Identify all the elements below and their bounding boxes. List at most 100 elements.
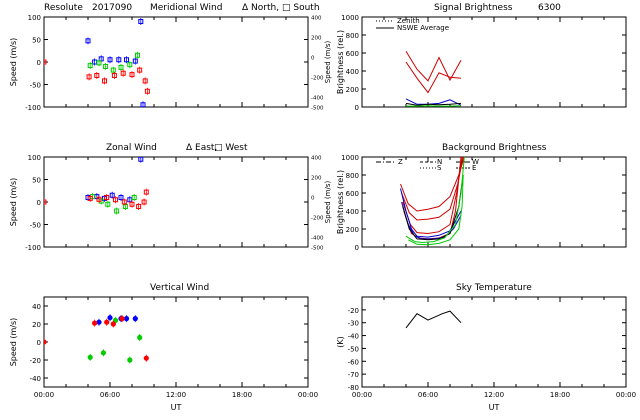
background-legend-n: N	[437, 158, 442, 166]
zonal-point-red	[136, 204, 142, 209]
background-ylabel: Brightness (rel.)	[336, 170, 345, 234]
signal-series-line-blue	[405, 98, 462, 106]
meridional-wind-panel: Meridional Wind Δ North, □ South Speed (…	[9, 3, 332, 112]
background-y-tick-label: 600	[346, 190, 359, 198]
vertical-point-green	[137, 334, 143, 341]
vertical-point-blue	[132, 316, 138, 322]
background-series-line-green-1	[405, 157, 465, 244]
meridional-point-red	[102, 78, 107, 84]
zonal-y-tick-label: 100	[28, 154, 41, 162]
background-y-tick-label: 0	[355, 244, 359, 252]
skytemp-x-tick-label: 00:00	[352, 391, 372, 399]
zonal-y2-tick-label: -200	[311, 216, 324, 222]
skytemp-x-tick-label: 00:00	[616, 391, 636, 399]
vertical-point-blue	[96, 319, 102, 325]
skytemp-y-tick-label: -60	[348, 358, 359, 366]
meridional-point-green	[127, 62, 133, 68]
meridional-point-blue	[140, 102, 146, 107]
zonal-y2label: Speed (m/s)	[324, 181, 332, 224]
signal-series-group	[405, 50, 462, 107]
zonal-y2-tick-label: 0	[311, 196, 315, 202]
meridional-point-red	[111, 73, 117, 78]
vertical-point-red	[92, 320, 98, 326]
meridional-point-green	[118, 64, 124, 70]
zonal-legend-west: □ West	[214, 143, 248, 153]
signal-legend-average: NSWE Average	[397, 24, 449, 32]
zonal-title: Zonal Wind	[106, 143, 157, 153]
zonal-point-blue	[118, 195, 124, 200]
vertical-point-green	[127, 357, 133, 363]
vertical-x-tick-label: 18:00	[232, 391, 252, 399]
meridional-point-red	[137, 67, 143, 73]
zonal-y2-tick-label: -400	[311, 236, 324, 242]
background-series-line-green-2	[407, 174, 464, 246]
meridional-plot-frame	[43, 16, 309, 108]
zonal-y2-tick-label: 200	[311, 176, 322, 182]
meridional-y2-tick-label: -400	[311, 96, 324, 102]
background-y-tick-label: 200	[346, 226, 359, 234]
zonal-point-red	[121, 199, 127, 205]
date-label: 2017090	[92, 3, 132, 13]
meridional-y2-tick-label: -200	[311, 76, 324, 82]
background-legend-w: W	[472, 158, 479, 166]
zonal-point-red	[141, 199, 147, 205]
vertical-series-group	[44, 314, 149, 364]
meridional-point-blue	[124, 57, 129, 63]
vertical-point-red	[119, 316, 125, 322]
vertical-ylabel: Speed (m/s)	[9, 318, 18, 367]
vertical-y-tick-label: 20	[32, 321, 41, 329]
meridional-point-green	[135, 52, 140, 58]
background-legend-s: S	[437, 164, 442, 172]
signal-y-tick-label: 200	[346, 86, 359, 94]
signal-series-line-red-1	[405, 50, 462, 82]
zonal-ylabel: Speed (m/s)	[9, 178, 18, 227]
signal-y-tick-label: 400	[346, 68, 359, 76]
zonal-point-red	[104, 195, 110, 200]
skytemp-y-tick-label: -80	[348, 384, 359, 392]
vertical-point-blue	[107, 315, 113, 321]
skytemp-x-tick-label: 06:00	[418, 391, 438, 399]
vertical-x-tick-label: 00:00	[298, 391, 318, 399]
zonal-point-red	[44, 199, 47, 205]
meridional-y2-tick-label: 0	[311, 56, 315, 62]
skytemp-y-tick-label: -30	[348, 320, 359, 328]
skytemp-y-tick-label: -20	[348, 307, 359, 315]
zonal-point-red	[113, 197, 118, 203]
vertical-point-red	[104, 319, 110, 325]
background-series-line-red-3	[402, 157, 463, 235]
vertical-point-red	[44, 339, 47, 345]
background-series-group	[400, 157, 465, 246]
meridional-y-tick-label: 50	[32, 37, 41, 45]
meridional-point-blue	[138, 19, 144, 24]
vertical-xlabel: UT	[171, 403, 182, 412]
background-y-tick-label: 800	[346, 172, 359, 180]
zonal-point-red	[87, 195, 93, 201]
meridional-point-green	[87, 63, 93, 69]
background-series-line-black	[402, 174, 464, 241]
background-series-line-blue-1	[400, 188, 462, 238]
zonal-point-red	[129, 201, 135, 207]
zonal-point-green	[131, 195, 137, 200]
skytemp-plot-frame	[361, 296, 627, 388]
zonal-wind-panel: Zonal Wind Δ East, □ West Speed (m/s) Sp…	[9, 143, 332, 252]
vertical-point-red	[143, 355, 149, 361]
signal-series-line-black	[405, 102, 462, 106]
signal-ylabel: Brightness (rel.)	[336, 30, 345, 94]
signal-legend-zenith: Zenith	[397, 17, 420, 25]
zonal-y-tick-label: -100	[25, 244, 41, 252]
skytemp-y-tick-label: -70	[348, 371, 359, 379]
skytemp-y-tick-label: -50	[348, 345, 359, 353]
skytemp-ylabel: (K)	[336, 336, 345, 348]
background-y-tick-label: 400	[346, 208, 359, 216]
zonal-y-tick-label: 50	[32, 177, 41, 185]
meridional-y2-tick-label: 200	[311, 36, 322, 42]
meridional-point-red	[144, 88, 150, 94]
vertical-y-tick-label: 40	[32, 303, 41, 311]
zonal-point-green	[114, 208, 120, 214]
meridional-point-red	[94, 73, 100, 78]
background-series-line-red-1	[400, 157, 465, 212]
signal-y-tick-label: 800	[346, 32, 359, 40]
background-title: Background Brightness	[442, 143, 547, 153]
vertical-point-green	[87, 354, 93, 360]
skytemp-xlabel: UT	[489, 403, 500, 412]
